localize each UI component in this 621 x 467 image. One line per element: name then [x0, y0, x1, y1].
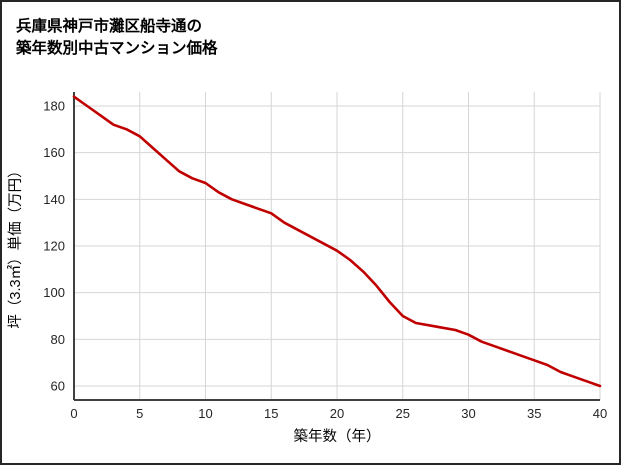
- y-axis-title: 坪（3.3㎡）単価（万円）: [7, 163, 24, 328]
- x-tick-label: 15: [264, 406, 278, 421]
- y-tick-label: 100: [43, 285, 65, 300]
- x-tick-label: 0: [70, 406, 77, 421]
- x-tick-label: 25: [396, 406, 410, 421]
- y-tick-label: 160: [43, 145, 65, 160]
- x-tick-label: 20: [330, 406, 344, 421]
- page-title: 兵庫県神戸市灘区船寺通の 築年数別中古マンション価格: [16, 16, 218, 60]
- price-line-series: [72, 95, 602, 388]
- x-axis-title: 築年数（年）: [294, 427, 381, 445]
- y-tick-label: 140: [43, 192, 65, 207]
- page-title-line2: 築年数別中古マンション価格: [16, 40, 218, 57]
- y-tick-label: 60: [51, 379, 65, 394]
- x-tick-label: 35: [527, 406, 541, 421]
- x-tick-label: 30: [461, 406, 475, 421]
- y-tick-label: 180: [43, 99, 65, 114]
- y-tick-label: 120: [43, 239, 65, 254]
- x-tick-label: 40: [593, 406, 607, 421]
- x-tick-label: 5: [136, 406, 143, 421]
- x-tick-label: 10: [198, 406, 212, 421]
- line-chart: 0 5 10 15 20 25 30 35 40 60 80 100 120 140 160 180 築年数（年…: [7, 92, 607, 445]
- page-title-line1: 兵庫県神戸市灘区船寺通の: [16, 18, 203, 35]
- y-tick-label: 80: [51, 332, 65, 347]
